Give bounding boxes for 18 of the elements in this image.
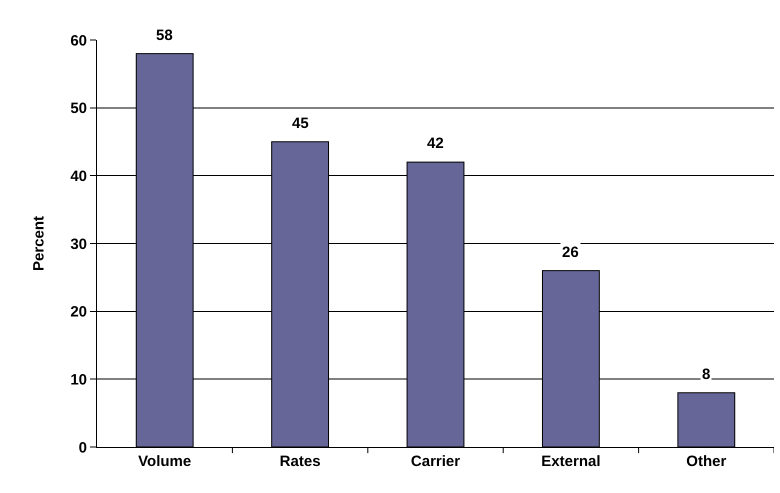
x-tick-label: Carrier [410, 453, 460, 470]
x-tick-label: Volume [138, 453, 192, 470]
y-tick-label: 60 [70, 32, 87, 50]
y-tick-label: 40 [70, 168, 87, 185]
x-tick-label: Rates [280, 453, 321, 470]
y-tick-label: 50 [70, 100, 87, 118]
x-tick-label: External [541, 453, 600, 470]
y-axis-title: Percent [30, 216, 48, 272]
data-label: 45 [292, 115, 309, 132]
y-tick-label: 20 [70, 304, 87, 321]
y-tick-label: 0 [78, 439, 87, 456]
x-tick-label: Other [686, 453, 726, 470]
data-label: 8 [702, 366, 710, 383]
data-label: 42 [427, 135, 444, 152]
data-label: 58 [156, 27, 173, 44]
data-label: 26 [562, 244, 579, 261]
y-tick-label: 30 [70, 236, 87, 253]
y-tick-label: 10 [70, 371, 87, 388]
